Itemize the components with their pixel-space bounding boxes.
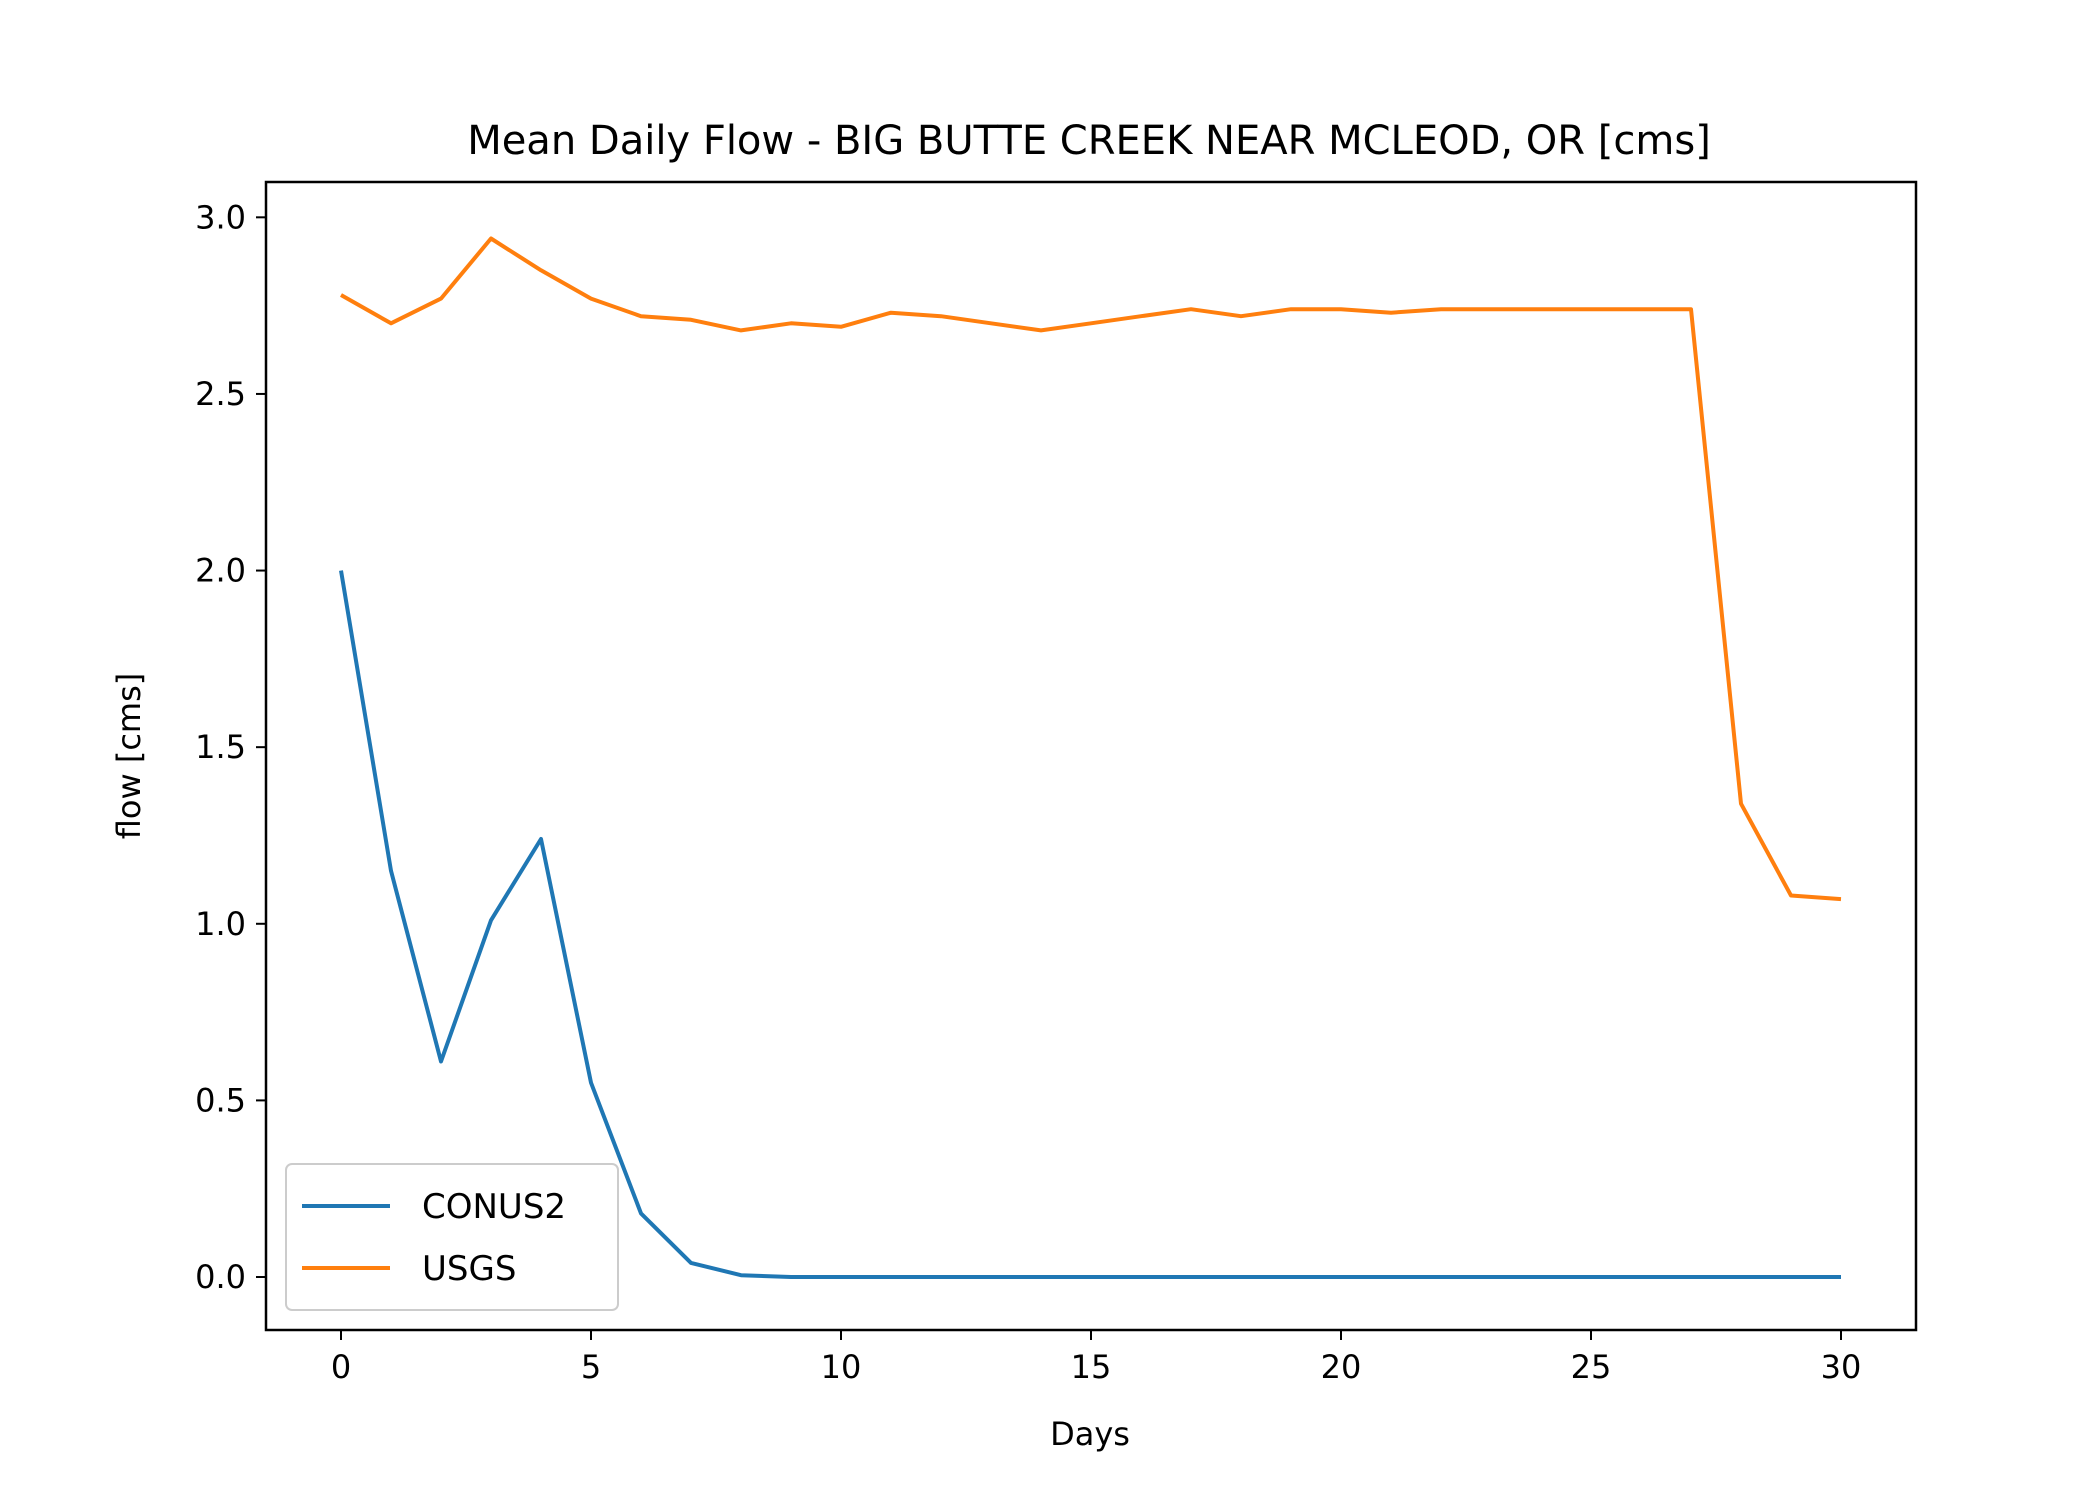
series-layer	[339, 236, 1842, 1279]
x-tick-label: 20	[1321, 1348, 1362, 1386]
legend: CONUS2 USGS	[285, 1163, 619, 1311]
chart-title: Mean Daily Flow - BIG BUTTE CREEK NEAR M…	[467, 118, 1711, 164]
x-tick-label: 15	[1071, 1348, 1112, 1386]
legend-label-usgs: USGS	[422, 1249, 516, 1289]
series-line-usgs	[340, 236, 1842, 902]
series-line-conus2	[339, 570, 1841, 1279]
x-axis-label: Days	[1050, 1415, 1130, 1453]
x-tick-label: 30	[1821, 1348, 1862, 1386]
legend-box	[285, 1163, 619, 1311]
x-tick-label: 10	[821, 1348, 862, 1386]
legend-label-conus2: CONUS2	[422, 1187, 566, 1227]
y-tick-label: 1.0	[195, 905, 246, 943]
y-axis-label: flow [cms]	[110, 673, 148, 839]
x-tick-label: 5	[581, 1348, 601, 1386]
y-tick-label: 2.5	[195, 375, 246, 413]
y-tick-label: 3.0	[195, 198, 246, 236]
y-tick-label: 0.0	[195, 1258, 246, 1296]
y-tick-label: 0.5	[195, 1081, 246, 1119]
x-axis: 0 5 10 15 20 25 30	[331, 1330, 1862, 1386]
y-axis: 0.0 0.5 1.0 1.5 2.0 2.5 3.0	[195, 198, 266, 1296]
y-tick-label: 2.0	[195, 552, 246, 590]
x-tick-label: 0	[331, 1348, 351, 1386]
plot-frame	[264, 180, 1918, 1332]
x-tick-label: 25	[1571, 1348, 1612, 1386]
y-tick-label: 1.5	[195, 728, 246, 766]
